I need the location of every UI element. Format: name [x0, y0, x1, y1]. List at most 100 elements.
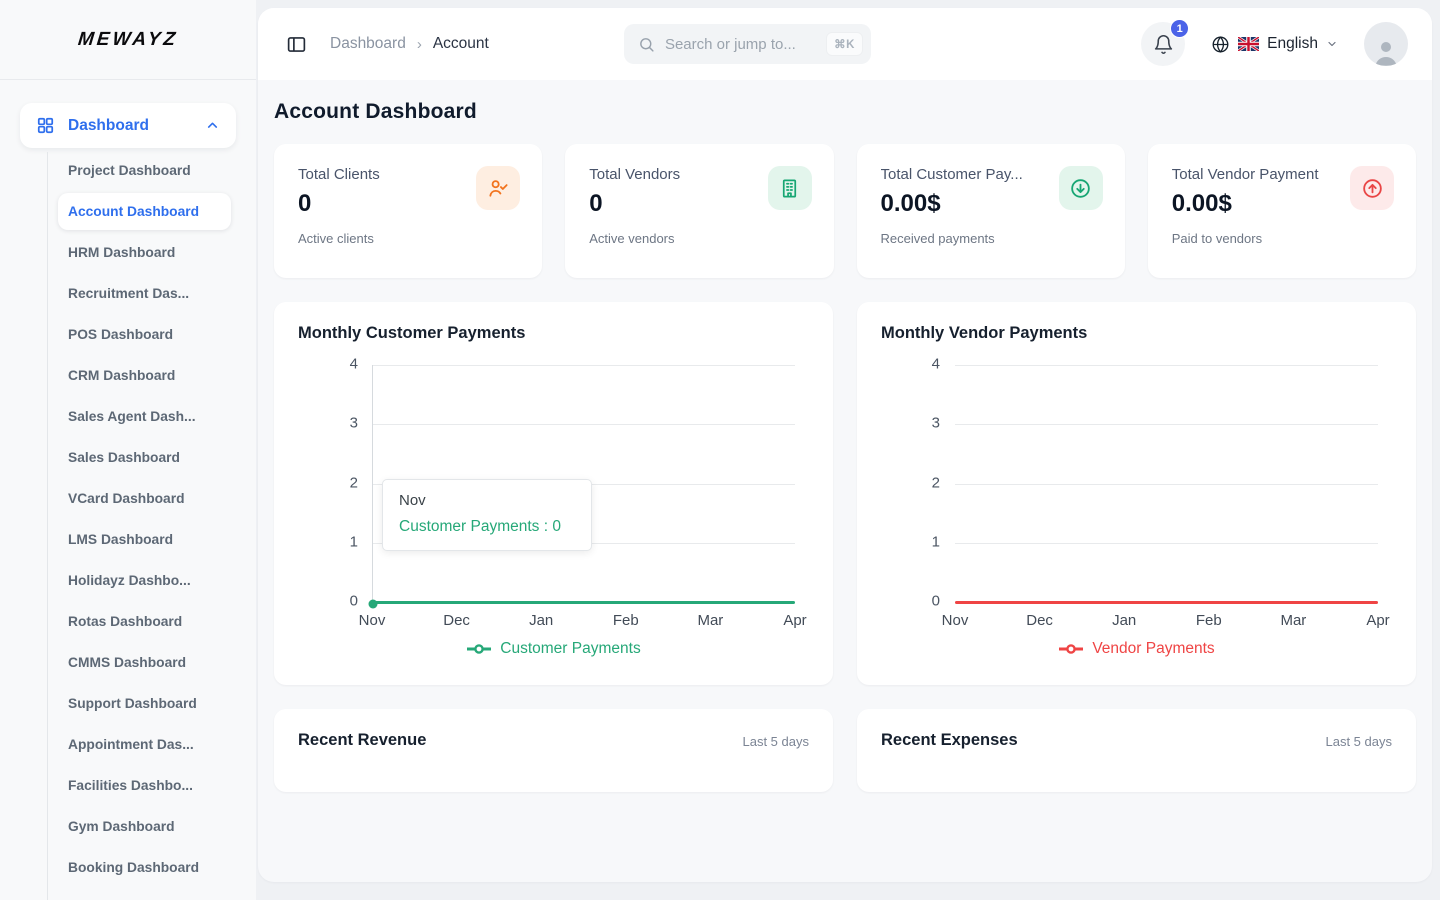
- sidebar-item-recruitment-das[interactable]: Recruitment Das...: [68, 286, 190, 301]
- stat-title: Total Clients: [298, 166, 380, 183]
- stat-card-total-vendor-payment: Total Vendor Payment 0.00$ Paid to vendo…: [1147, 144, 1416, 278]
- keyboard-shortcut-badge: ⌘K: [826, 32, 863, 56]
- y-tick-label: 1: [349, 533, 358, 551]
- gridline: [955, 483, 1378, 485]
- sidebar-item-holidayz-dashbo[interactable]: Holidayz Dashbo...: [68, 573, 191, 588]
- stat-value: 0: [589, 190, 603, 217]
- breadcrumb-current: Account: [432, 35, 489, 52]
- notifications-button[interactable]: 1: [1141, 19, 1190, 66]
- stat-title: Total Customer Pay...: [880, 166, 1023, 183]
- header: Dashboard › Account ⌘K 1: [258, 8, 1432, 80]
- language-label: English: [1267, 35, 1318, 52]
- legend-label: Customer Payments: [500, 640, 641, 657]
- language-selector[interactable]: English: [1211, 35, 1338, 54]
- stat-subtitle: Active vendors: [589, 231, 675, 246]
- legend-item[interactable]: Customer Payments: [298, 640, 809, 658]
- sidebar-item-cmms-dashboard[interactable]: CMMS Dashboard: [68, 655, 187, 670]
- panels-row: Recent Revenue Last 5 days Recent Expens…: [274, 709, 1416, 792]
- sidebar-item-gym-dashboard[interactable]: Gym Dashboard: [68, 819, 175, 834]
- y-tick-label: 3: [349, 414, 358, 432]
- x-axis-label: Apr: [783, 612, 807, 629]
- sidebar-item-pos-dashboard[interactable]: POS Dashboard: [68, 327, 174, 342]
- series-point: [368, 599, 378, 608]
- gridline: [955, 542, 1378, 544]
- sidebar-item-crm-dashboard[interactable]: CRM Dashboard: [68, 368, 176, 383]
- search-bar: ⌘K: [623, 24, 871, 64]
- search-icon: [638, 36, 655, 53]
- chart-vendor-payments: 4 3 2 1 0 Nov Dec Jan Feb Mar Apr Vendor Payments: [881, 349, 1392, 660]
- stat-subtitle: Active clients: [298, 231, 374, 246]
- sidebar-item-support-dashboard[interactable]: Support Dashboard: [68, 696, 197, 711]
- chart-plot: 4 3 2 1 0: [932, 356, 1378, 610]
- x-axis-label: Feb: [1195, 612, 1222, 629]
- sidebar: MEWAYZ Dashboard Project Dashboard Accoun…: [0, 0, 256, 900]
- x-axis-label: Mar: [1280, 612, 1307, 629]
- sidebar-item-sales-agent-dash[interactable]: Sales Agent Dash...: [68, 409, 196, 424]
- breadcrumb-separator-icon: ›: [416, 35, 422, 53]
- panel-title: Recent Expenses: [881, 731, 1018, 749]
- sidebar-item-vcard-dashboard[interactable]: VCard Dashboard: [68, 491, 185, 506]
- series-line: [955, 600, 1378, 604]
- x-axis-label: Feb: [612, 612, 639, 629]
- uk-flag-icon: [1238, 37, 1260, 51]
- legend-label: Vendor Payments: [1092, 640, 1215, 657]
- x-axis-labels: Nov Dec Jan Feb Mar Apr: [942, 612, 1390, 630]
- stat-subtitle: Received payments: [880, 231, 995, 246]
- chart-plot: 4 3 2 1 0 Nov Customer Payments : 0: [350, 356, 795, 610]
- globe-icon: [1211, 35, 1230, 54]
- legend-item[interactable]: Vendor Payments: [881, 640, 1392, 658]
- chart-title: Monthly Vendor Payments: [881, 324, 1088, 342]
- stat-card-total-customer-payment: Total Customer Pay... 0.00$ Received pay…: [856, 144, 1125, 278]
- chart-tooltip-title: Nov: [399, 492, 426, 509]
- avatar[interactable]: [1363, 22, 1408, 66]
- x-axis-labels: Nov Dec Jan Feb Mar Apr: [359, 612, 807, 630]
- gridline: [955, 424, 1378, 426]
- stat-card-total-vendors: Total Vendors 0 Active vendors: [565, 144, 834, 278]
- sidebar-item-rotas-dashboard[interactable]: Rotas Dashboard: [68, 614, 183, 629]
- search-input[interactable]: [664, 35, 817, 53]
- sidebar-item-lms-dashboard[interactable]: LMS Dashboard: [68, 532, 174, 547]
- sidebar-item-appointment-das[interactable]: Appointment Das...: [68, 737, 194, 752]
- panel-recent-revenue: Recent Revenue Last 5 days: [274, 709, 833, 792]
- stat-title: Total Vendor Payment: [1171, 166, 1319, 183]
- panel-meta: Last 5 days: [1325, 734, 1393, 749]
- gridline: [373, 424, 795, 426]
- content: Account Dashboard Total Clients 0 Active…: [258, 80, 1432, 792]
- app-logo: MEWAYZ: [0, 0, 256, 80]
- y-tick-label: 0: [931, 592, 940, 610]
- building-icon: [767, 166, 812, 210]
- sidebar-item-project-dashboard[interactable]: Project Dashboard: [68, 163, 191, 178]
- y-tick-label: 4: [349, 355, 358, 373]
- y-tick-label: 1: [931, 533, 940, 551]
- chart-card-vendor-payments: Monthly Vendor Payments 4 3 2 1 0 Nov Dec Jan Fe…: [857, 302, 1416, 685]
- x-axis-label: Jan: [1112, 612, 1137, 629]
- sidebar-toggle-button[interactable]: [282, 30, 310, 58]
- user-check-icon: [476, 166, 521, 210]
- chevron-up-icon: [205, 118, 220, 133]
- x-axis-label: Dec: [443, 612, 470, 629]
- bell-icon: [1153, 34, 1174, 55]
- x-axis-label: Nov: [358, 612, 386, 629]
- arrow-down-circle-icon: [1058, 166, 1103, 210]
- x-axis-label: Dec: [1026, 612, 1053, 629]
- grid-icon: [36, 116, 55, 135]
- notification-count-badge: 1: [1170, 19, 1190, 38]
- panel-meta: Last 5 days: [742, 734, 810, 749]
- sidebar-item-dashboard[interactable]: Dashboard: [20, 103, 236, 148]
- sidebar-item-account-dashboard[interactable]: Account Dashboard: [58, 193, 231, 230]
- x-axis-label: Apr: [1366, 612, 1390, 629]
- sidebar-item-label: Dashboard: [68, 116, 149, 134]
- panel-recent-expenses: Recent Expenses Last 5 days: [857, 709, 1416, 792]
- chart-tooltip: Nov Customer Payments : 0: [382, 479, 592, 551]
- sidebar-item-booking-dashboard[interactable]: Booking Dashboard: [68, 860, 200, 875]
- chart-customer-payments: 4 3 2 1 0 Nov Customer Payments : 0 Nov Dec Jan Fe…: [298, 349, 809, 660]
- sidebar-item-hrm-dashboard[interactable]: HRM Dashboard: [68, 245, 176, 260]
- sidebar-item-facilities-dashbo[interactable]: Facilities Dashbo...: [68, 778, 193, 793]
- stat-title: Total Vendors: [589, 166, 681, 183]
- y-tick-label: 4: [931, 355, 940, 373]
- stat-card-total-clients: Total Clients 0 Active clients: [274, 144, 543, 278]
- main-panel: Dashboard › Account ⌘K 1: [258, 8, 1432, 882]
- sidebar-item-sales-dashboard[interactable]: Sales Dashboard: [68, 450, 180, 465]
- breadcrumb-root[interactable]: Dashboard: [330, 35, 406, 52]
- y-tick-label: 3: [931, 414, 940, 432]
